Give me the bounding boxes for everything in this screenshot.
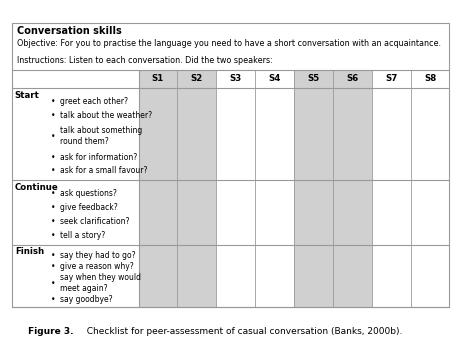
Bar — [294, 180, 333, 245]
Text: say goodbye?: say goodbye? — [60, 295, 112, 304]
Bar — [138, 69, 177, 88]
Text: •: • — [51, 279, 56, 288]
Text: •: • — [51, 189, 56, 198]
Bar — [216, 180, 255, 245]
Text: talk about the weather?: talk about the weather? — [60, 111, 152, 120]
Bar — [216, 88, 255, 180]
Text: •: • — [51, 111, 56, 120]
Text: say when they would
meet again?: say when they would meet again? — [60, 273, 141, 293]
Text: talk about something
round them?: talk about something round them? — [60, 126, 142, 146]
Text: Continue: Continue — [15, 183, 59, 192]
Text: •: • — [51, 217, 56, 226]
Bar — [138, 245, 177, 307]
Bar — [138, 180, 177, 245]
Bar — [255, 69, 294, 88]
Text: S1: S1 — [152, 74, 164, 83]
Bar — [411, 245, 449, 307]
Bar — [372, 69, 411, 88]
Bar — [372, 180, 411, 245]
Text: ask questions?: ask questions? — [60, 189, 117, 198]
Text: S5: S5 — [307, 74, 319, 83]
Text: Conversation skills: Conversation skills — [17, 26, 122, 36]
Text: Start: Start — [15, 91, 40, 100]
Text: •: • — [51, 132, 56, 141]
Text: greet each other?: greet each other? — [60, 97, 128, 106]
Bar — [216, 245, 255, 307]
Bar — [12, 88, 138, 180]
Text: give a reason why?: give a reason why? — [60, 262, 134, 271]
Bar — [255, 180, 294, 245]
Bar — [138, 88, 177, 180]
Bar — [255, 245, 294, 307]
Text: S3: S3 — [230, 74, 242, 83]
Text: •: • — [51, 153, 56, 161]
Text: S6: S6 — [346, 74, 359, 83]
Text: •: • — [51, 167, 56, 176]
Bar — [294, 88, 333, 180]
Bar — [333, 69, 372, 88]
Text: Checklist for peer-assessment of casual conversation (Banks, 2000b).: Checklist for peer-assessment of casual … — [81, 327, 402, 336]
Bar — [255, 88, 294, 180]
Bar — [12, 23, 449, 307]
Bar — [216, 69, 255, 88]
Bar — [12, 180, 138, 245]
Bar — [12, 245, 138, 307]
Text: ask for information?: ask for information? — [60, 153, 137, 161]
Bar — [372, 245, 411, 307]
Bar — [177, 69, 216, 88]
Text: S7: S7 — [385, 74, 397, 83]
Bar — [411, 88, 449, 180]
Text: •: • — [51, 295, 56, 304]
Bar — [177, 180, 216, 245]
Text: •: • — [51, 231, 56, 240]
Bar — [411, 69, 449, 88]
Bar — [177, 245, 216, 307]
Text: S4: S4 — [268, 74, 281, 83]
Text: •: • — [51, 97, 56, 106]
Bar — [372, 88, 411, 180]
Text: say they had to go?: say they had to go? — [60, 251, 136, 260]
Text: •: • — [51, 203, 56, 212]
Text: S2: S2 — [191, 74, 203, 83]
Bar — [333, 88, 372, 180]
Text: S8: S8 — [424, 74, 436, 83]
Bar — [333, 180, 372, 245]
Text: ask for a small favour?: ask for a small favour? — [60, 167, 147, 176]
Text: Objective: For you to practise the language you need to have a short conversatio: Objective: For you to practise the langu… — [17, 39, 441, 48]
Text: Instructions: Listen to each conversation. Did the two speakers:: Instructions: Listen to each conversatio… — [17, 56, 273, 65]
Bar — [333, 245, 372, 307]
Text: Finish: Finish — [15, 247, 44, 256]
Text: seek clarification?: seek clarification? — [60, 217, 129, 226]
Text: Figure 3.: Figure 3. — [28, 327, 73, 336]
Bar — [294, 69, 333, 88]
Bar — [177, 88, 216, 180]
Text: •: • — [51, 251, 56, 260]
Bar — [12, 23, 449, 69]
Text: give feedback?: give feedback? — [60, 203, 118, 212]
Text: tell a story?: tell a story? — [60, 231, 105, 240]
Bar — [411, 180, 449, 245]
Bar — [294, 245, 333, 307]
Text: •: • — [51, 262, 56, 271]
